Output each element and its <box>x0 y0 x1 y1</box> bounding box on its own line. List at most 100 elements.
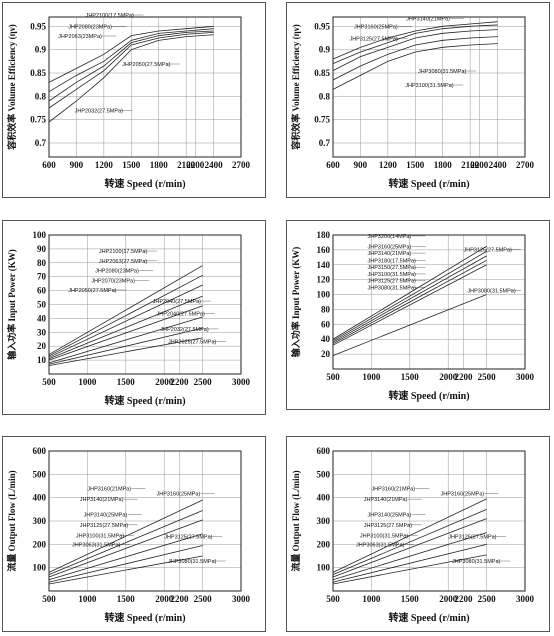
chart-1-series-line-3 <box>332 36 498 81</box>
chart-5-y-tick-label: 200 <box>317 539 331 549</box>
chart-5-x-tick-label: 1000 <box>362 594 381 604</box>
chart-5-x-tick-label: 1500 <box>401 594 420 604</box>
chart-2-series-label: JHP2063(27.5MPa) <box>99 259 147 265</box>
chart-5-series-label: JHP3160(21MPa) <box>371 487 415 493</box>
chart-4-series-label: JHP3063(31.5MPa) <box>72 543 120 549</box>
chart-5-series-label: JHP3063(31.5MPa) <box>356 543 404 549</box>
chart-5-y-tick-label: 400 <box>317 493 331 503</box>
chart-5-x-tick-label: 2200 <box>455 594 474 604</box>
chart-2-series-line-6 <box>48 327 203 365</box>
chart-5-y-tick-label: 300 <box>317 516 331 526</box>
chart-3-y-tick-label: 160 <box>317 245 331 255</box>
chart-4-series-label: JHP3080(31.5MPa) <box>168 559 216 565</box>
chart-3-y-tick-label: 40 <box>321 334 331 344</box>
chart-1-series-label: JHP3080(31.5MPa) <box>418 69 466 75</box>
chart-4-x-tick-label: 500 <box>42 594 56 604</box>
chart-2-y-tick-label: 20 <box>37 341 47 351</box>
chart-0-x-tick-label: 2700 <box>232 160 251 170</box>
chart-2-x-tick-label: 1500 <box>117 377 136 387</box>
chart-4-series-line-5 <box>48 555 203 585</box>
chart-panel-vol-eff-right: 600 900 1200 1500 1800 2100 2200 2400 2700 0.7 0.7… <box>286 2 550 198</box>
chart-0-series-line-2 <box>48 30 214 102</box>
chart-1-series-label: JHP3160(25MPa) <box>354 25 398 31</box>
chart-0-y-tick-label: 0.75 <box>30 115 46 125</box>
chart-0-x-tick-label: 1500 <box>122 160 141 170</box>
chart-2-x-tick-label: 2500 <box>194 377 213 387</box>
chart-3-y-tick-label: 60 <box>321 319 331 329</box>
chart-0-x-tick-label: 2200 <box>186 160 205 170</box>
chart-0-series-line-1 <box>48 28 214 93</box>
chart-2-series-line-1 <box>48 274 203 357</box>
chart-5-plot-frame <box>332 450 526 592</box>
chart-1-series-label: JHP3140(21MPa) <box>406 16 450 22</box>
chart-3-series-line-3 <box>332 259 487 345</box>
chart-3-x-tick-label: 2200 <box>455 372 474 382</box>
chart-5-series-line-3 <box>332 532 487 581</box>
chart-1-y-tick-label: 0.95 <box>314 21 330 31</box>
chart-5-y-axis-title: 流量 Output Flow (L/min) <box>290 470 301 571</box>
chart-0-series-line-3 <box>48 32 214 109</box>
chart-2-series-label: JHP2040(27.5MPa) <box>157 312 205 318</box>
chart-3-series-label: JHP3125(27.5MPa) <box>464 247 512 253</box>
chart-4-plot-frame <box>48 450 242 592</box>
chart-0-y-tick-label: 0.85 <box>30 68 46 78</box>
chart-1-series-line-0 <box>332 21 498 60</box>
chart-4-x-tick-label: 2000 <box>155 594 174 604</box>
chart-0-series-label: JHP2050(27.5MPa) <box>122 62 170 68</box>
chart-4-x-axis-title: 转速 Speed (r/min) <box>104 611 185 624</box>
chart-2-x-axis-title: 转速 Speed (r/min) <box>104 394 185 407</box>
chart-2-series-label: JHP2100(17.5MPa) <box>99 249 147 255</box>
chart-4-series-line-3 <box>48 533 203 581</box>
chart-1-x-tick-label: 900 <box>354 160 368 170</box>
chart-2-y-tick-label: 30 <box>37 327 47 337</box>
chart-2-series-line-7 <box>48 337 203 367</box>
chart-5-series-line-1 <box>332 508 487 576</box>
chart-panel-output-flow-right: 500 1000 1500 2000 2200 2500 3000 100 200 300 400 5… <box>286 436 550 632</box>
chart-4-series-line-1 <box>48 510 203 576</box>
chart-5-y-tick-label: 600 <box>317 446 331 456</box>
chart-1-x-tick-label: 1800 <box>434 160 453 170</box>
chart-3-y-tick-label: 80 <box>321 304 331 314</box>
chart-0-series-label: JHP2032(27.5MPa) <box>75 109 123 115</box>
chart-2-y-tick-label: 100 <box>33 230 47 240</box>
chart-0-x-tick-label: 2100 <box>177 160 196 170</box>
chart-2-y-tick-label: 60 <box>37 286 47 296</box>
chart-panel-input-power-right: 500 1000 1500 2000 2200 2500 3000 20 40 60 80 100 12… <box>286 220 550 410</box>
chart-5-series-label: JHP3140(25MPa) <box>368 512 412 518</box>
chart-5-series-label: JHP3125(27.5MPa) <box>364 523 412 529</box>
chart-5-x-tick-label: 2000 <box>439 594 458 604</box>
chart-4-x-tick-label: 1000 <box>78 594 97 604</box>
chart-panel-output-flow-left: 500 1000 1500 2000 2200 2500 3000 100 200 300 400 5… <box>2 436 266 632</box>
chart-0-y-tick-label: 0.8 <box>35 91 47 101</box>
chart-4-y-tick-label: 100 <box>33 563 47 573</box>
chart-3-x-tick-label: 2000 <box>439 372 458 382</box>
chart-0-x-tick-label: 2400 <box>205 160 224 170</box>
chart-4-x-tick-label: 3000 <box>232 594 251 604</box>
chart-5-series-line-2 <box>332 518 487 578</box>
chart-2-x-tick-label: 3000 <box>232 377 251 387</box>
chart-2-series-label: JHP2050(27.5MPa) <box>68 288 116 294</box>
chart-5-x-tick-label: 3000 <box>516 594 535 604</box>
chart-4-y-tick-label: 300 <box>33 516 47 526</box>
chart-4-series-label: JHP3160(21MPa) <box>87 487 131 493</box>
chart-3-y-tick-label: 180 <box>317 230 331 240</box>
chart-3-series-line-5 <box>332 294 487 356</box>
chart-3-plot-frame <box>332 234 526 370</box>
chart-1-y-tick-label: 0.8 <box>319 91 331 101</box>
chart-4-series-label: JHP3125(27.5MPa) <box>80 523 128 529</box>
chart-4-x-tick-label: 2500 <box>194 594 213 604</box>
chart-1-y-tick-label: 0.85 <box>314 68 330 78</box>
chart-4-y-tick-label: 200 <box>33 539 47 549</box>
chart-2-series-line-3 <box>48 295 203 360</box>
chart-0-y-tick-label: 0.95 <box>30 21 46 31</box>
chart-0-series-line-4 <box>48 34 214 123</box>
chart-0-y-tick-label: 0.9 <box>35 45 47 55</box>
chart-5-x-tick-label: 500 <box>326 594 340 604</box>
chart-3-y-tick-label: 140 <box>317 260 331 270</box>
chart-3-x-tick-label: 2500 <box>478 372 497 382</box>
chart-0-x-tick-label: 600 <box>42 160 56 170</box>
